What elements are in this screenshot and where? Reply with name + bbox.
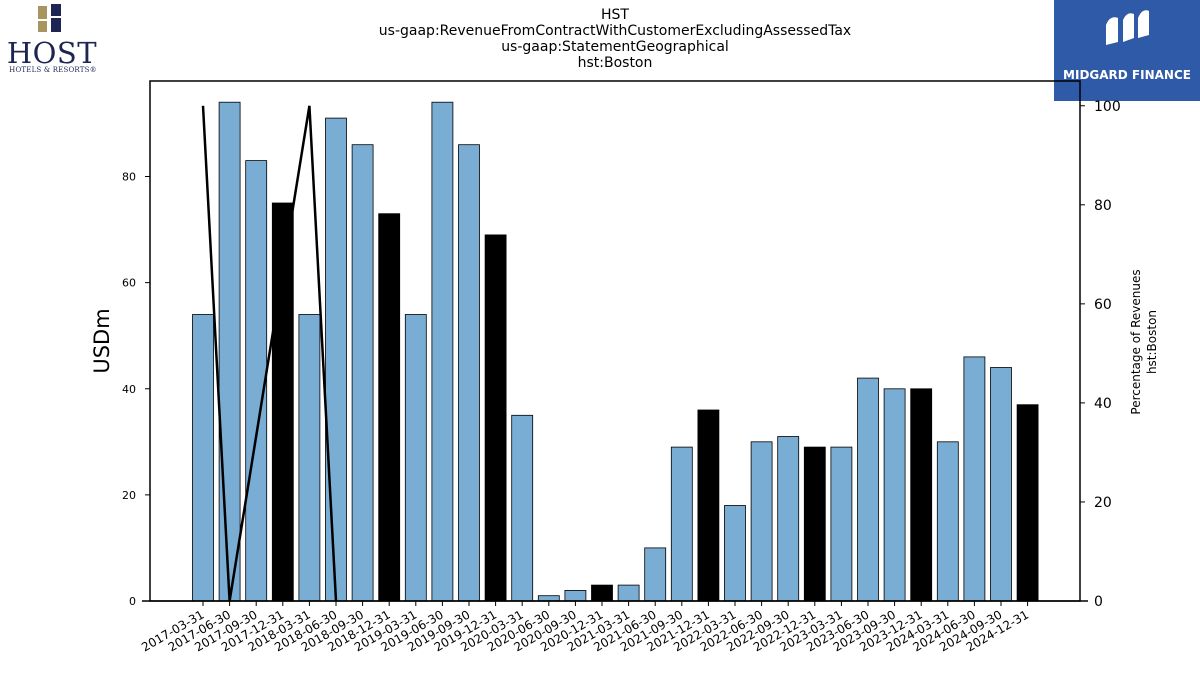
bar-2022-09-30 [777, 436, 800, 602]
bar-2017-12-31 [271, 202, 294, 602]
bar-2018-06-30 [325, 117, 347, 602]
bar-2021-09-30 [670, 446, 693, 602]
bar-2018-03-31 [298, 314, 321, 602]
bar-2021-12-31 [697, 409, 720, 602]
bar-2018-12-31 [378, 213, 401, 602]
chart-title: HST us-gaap:RevenueFromContractWithCusto… [315, 7, 915, 71]
bar-2022-06-30 [750, 441, 773, 602]
y-tick-label-80: 80 [122, 171, 136, 184]
y2-axis-label-line2: hst:Boston [1145, 310, 1159, 374]
bar-2018-09-30 [351, 144, 374, 602]
bar-2019-09-30 [458, 144, 480, 602]
y2-axis-label-line1: Percentage of Revenues [1129, 269, 1143, 414]
bar-2024-12-31 [1016, 404, 1039, 602]
bar-2020-09-30 [564, 590, 587, 602]
y-tick-label-0: 0 [129, 595, 136, 608]
bar-2019-12-31 [484, 234, 507, 602]
y-axis-label: USDm [90, 308, 114, 373]
bar-2020-06-30 [537, 595, 560, 602]
bar-2022-12-31 [803, 446, 826, 602]
y2-tick-label-40: 40 [1094, 396, 1112, 412]
bar-2024-06-30 [963, 356, 986, 602]
bar-2022-03-31 [724, 505, 746, 602]
host-emblem-icon [38, 4, 61, 32]
bar-2020-12-31 [591, 584, 613, 602]
midgard-emblem-icon [1106, 10, 1149, 45]
title-line-ticker: HST [601, 7, 629, 23]
midgard-wordmark: MIDGARD FINANCE [1063, 68, 1191, 82]
bar-2024-09-30 [990, 367, 1012, 602]
axes-group [142, 80, 1088, 606]
y2-tick-label-20: 20 [1094, 495, 1112, 511]
bar-2021-03-31 [617, 584, 640, 602]
bar-2023-03-31 [830, 446, 853, 602]
title-line-member: hst:Boston [577, 55, 653, 71]
host-hotels-logo: HOST HOTELS & RESORTS® [3, 4, 103, 76]
bar-2024-03-31 [936, 441, 959, 602]
bar-2017-03-31 [192, 314, 214, 602]
title-line-concept: us-gaap:RevenueFromContractWithCustomerE… [378, 23, 852, 39]
y2-tick-label-80: 80 [1094, 198, 1112, 214]
midgard-finance-logo: MIDGARD FINANCE [1054, 0, 1200, 101]
bars-group [192, 101, 1039, 602]
bar-2023-06-30 [857, 377, 879, 602]
bar-2023-12-31 [910, 388, 933, 602]
y-tick-label-20: 20 [122, 489, 136, 502]
y2-tick-label-60: 60 [1094, 297, 1112, 313]
y2-tick-label-100: 100 [1094, 99, 1121, 115]
title-line-axis: us-gaap:StatementGeographical [501, 39, 729, 55]
percentage-line-group [201, 105, 338, 602]
y-tick-label-60: 60 [122, 277, 136, 290]
y-tick-label-40: 40 [122, 383, 136, 396]
bar-2019-03-31 [404, 314, 427, 602]
bar-2017-06-30 [218, 101, 241, 602]
bar-2019-06-30 [431, 101, 454, 602]
percentage-line [201, 105, 338, 602]
bar-2021-06-30 [644, 547, 667, 602]
bar-2020-03-31 [511, 414, 534, 602]
host-subtitle: HOTELS & RESORTS® [9, 66, 97, 74]
y2-tick-label-0: 0 [1094, 594, 1103, 610]
host-wordmark: HOST [6, 36, 98, 70]
bar-2017-09-30 [245, 160, 268, 602]
bar-2023-09-30 [883, 388, 906, 602]
